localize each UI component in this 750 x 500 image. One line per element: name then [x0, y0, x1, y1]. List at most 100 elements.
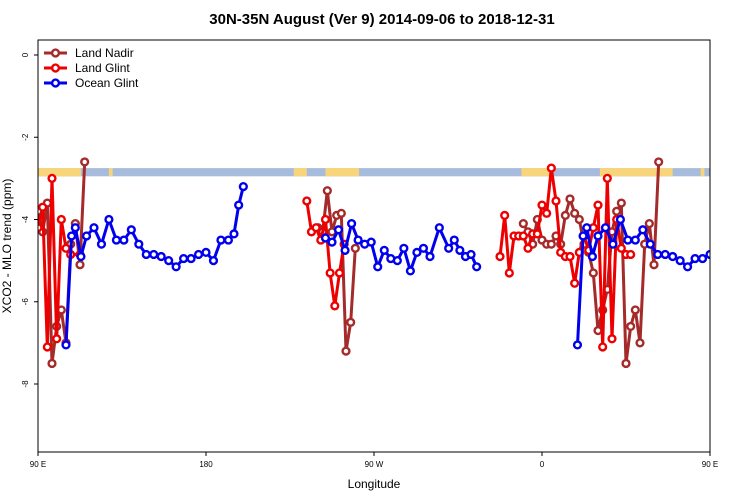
data-point-ocean-glint: [449, 235, 459, 245]
data-point-ocean-glint: [697, 253, 708, 264]
y-tick-label: -2: [21, 133, 30, 141]
x-axis: 90 E 180 90 W 0 90 E: [30, 452, 718, 469]
series-line-ocean-glint: [64, 186, 245, 345]
data-point-land-glint: [302, 196, 312, 206]
data-point-land-nadir: [570, 208, 580, 218]
data-point-land-glint: [532, 229, 542, 239]
data-point-land-nadir: [346, 317, 356, 327]
data-point-ocean-glint: [455, 245, 465, 255]
data-point-ocean-glint: [379, 245, 389, 255]
data-point-land-glint: [546, 163, 556, 173]
y-tick-label: -4: [21, 215, 30, 223]
data-point-ocean-glint: [96, 239, 107, 249]
data-point-ocean-glint: [126, 225, 136, 235]
data-point-land-nadir: [654, 157, 664, 167]
data-point-ocean-glint: [104, 214, 114, 225]
data-point-ocean-glint: [630, 235, 640, 245]
data-point-land-glint: [626, 249, 636, 260]
data-point-ocean-glint: [373, 262, 383, 272]
data-point-ocean-glint: [66, 231, 77, 241]
x-tick-label: 90 E: [30, 460, 46, 469]
data-point-land-nadir: [80, 157, 90, 167]
x-tick-label: 90 E: [702, 460, 718, 469]
data-point-ocean-glint: [645, 239, 655, 249]
data-point-ocean-glint: [340, 245, 350, 255]
data-point-land-glint: [495, 251, 505, 262]
data-point-ocean-glint: [171, 262, 181, 272]
data-point-land-glint: [607, 334, 617, 344]
data-point-land-glint: [542, 208, 552, 218]
data-point-ocean-glint: [238, 182, 248, 192]
data-point-land-glint: [616, 243, 626, 253]
data-point-land-glint: [593, 200, 603, 210]
data-point-ocean-glint: [223, 235, 234, 245]
data-point-land-nadir: [621, 358, 631, 369]
legend-label-ocean-glint: Ocean Glint: [75, 76, 139, 90]
land-band-segment: [38, 168, 81, 177]
data-point-land-glint: [565, 251, 575, 262]
y-axis-label: XCO2 - MLO trend (ppm): [0, 179, 14, 314]
data-point-land-glint: [330, 301, 340, 311]
data-point-land-glint: [52, 334, 62, 344]
data-point-ocean-glint: [134, 239, 144, 249]
data-point-ocean-glint: [164, 256, 174, 266]
x-tick-label: 0: [540, 460, 545, 469]
data-point-ocean-glint: [668, 251, 678, 262]
data-point-ocean-glint: [119, 235, 129, 245]
data-point-land-nadir: [649, 260, 659, 270]
data-point-ocean-glint: [675, 256, 685, 266]
data-point-ocean-glint: [425, 251, 435, 262]
y-tick-label: 0: [21, 52, 30, 57]
data-point-ocean-glint: [653, 249, 663, 260]
data-point-ocean-glint: [582, 223, 592, 233]
legend-label-land-nadir: Land Nadir: [75, 46, 134, 60]
data-point-land-nadir: [574, 214, 584, 225]
land-band-segment: [293, 168, 307, 177]
data-point-ocean-glint: [76, 251, 86, 262]
data-point-land-nadir: [635, 338, 645, 348]
data-point-ocean-glint: [615, 214, 626, 225]
data-point-ocean-glint: [216, 235, 226, 245]
data-point-ocean-glint: [320, 233, 331, 243]
data-point-ocean-glint: [399, 243, 409, 253]
data-point-land-nadir: [341, 346, 351, 356]
data-point-ocean-glint: [149, 249, 159, 260]
data-point-land-nadir: [588, 268, 598, 278]
data-point-land-nadir: [75, 260, 85, 270]
data-point-land-nadir: [47, 358, 57, 369]
data-point-ocean-glint: [234, 200, 244, 210]
data-point-ocean-glint: [156, 251, 166, 262]
land-band-segment: [108, 168, 113, 177]
series-line-land-nadir: [521, 161, 661, 365]
data-point-land-nadir: [322, 186, 332, 196]
data-point-ocean-glint: [587, 251, 598, 262]
data-point-land-glint: [602, 173, 612, 183]
x-axis-label: Longitude: [348, 477, 401, 491]
data-point-ocean-glint: [434, 223, 444, 233]
chart-title: 30N-35N August (Ver 9) 2014-09-06 to 201…: [209, 11, 554, 28]
data-point-ocean-glint: [186, 253, 196, 264]
data-point-land-nadir: [616, 198, 626, 208]
data-point-ocean-glint: [89, 223, 99, 233]
data-point-land-glint: [56, 214, 66, 225]
data-point-ocean-glint: [229, 229, 239, 239]
data-point-land-glint: [311, 223, 321, 233]
y-tick-label: -8: [21, 380, 30, 388]
series-land-glint: [38, 163, 636, 352]
data-point-ocean-glint: [111, 235, 122, 245]
data-point-ocean-glint: [466, 249, 476, 260]
data-point-land-nadir: [593, 325, 603, 336]
data-point-ocean-glint: [333, 225, 344, 235]
data-point-land-glint: [42, 342, 52, 352]
data-point-ocean-glint: [578, 231, 588, 241]
data-point-ocean-glint: [347, 219, 357, 229]
legend-marker-land-glint: [50, 63, 61, 73]
land-band-segment: [714, 168, 750, 176]
data-point-ocean-glint: [141, 249, 151, 260]
land-band-segment: [325, 168, 360, 177]
data-point-ocean-glint: [638, 225, 648, 235]
data-point-ocean-glint: [623, 235, 633, 245]
x-tick-label: 180: [199, 460, 213, 469]
data-point-land-glint: [334, 268, 345, 278]
